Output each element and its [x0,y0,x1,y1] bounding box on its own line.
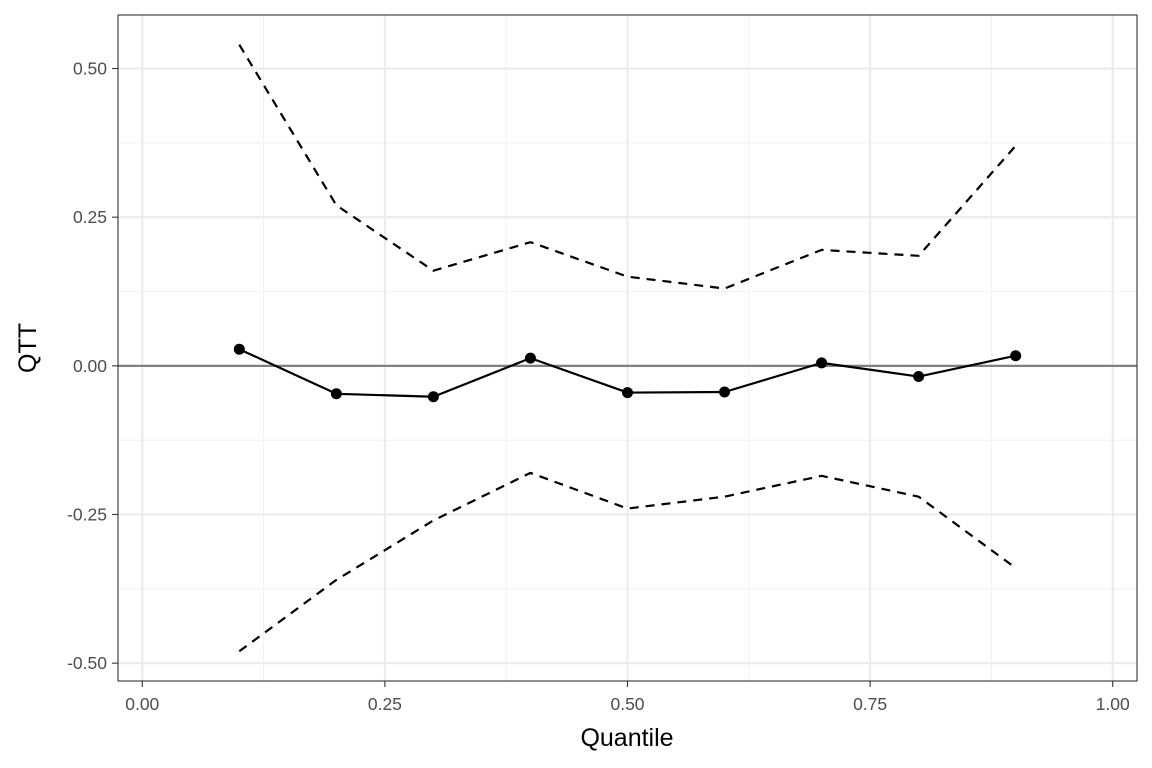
estimate-point [1010,350,1022,362]
estimate-point [913,371,925,383]
estimate-point [524,352,536,364]
x-axis: 0.00 0.25 0.50 0.75 1.00 [125,681,1130,714]
grid-major [118,15,1137,681]
estimate-point [427,391,439,403]
upper-bound-line [238,44,1017,290]
x-tick-label: 0.50 [610,694,644,714]
series-group [233,44,1022,653]
x-tick-label: 0.75 [853,694,887,714]
y-tick-label: -0.50 [67,653,107,673]
x-tick-label: 1.00 [1096,694,1130,714]
y-tick-label: 0.25 [73,207,107,227]
x-tick-label: 0.00 [125,694,159,714]
estimate-point [719,386,731,398]
x-axis-title: Quantile [580,724,673,752]
lower-bound-line [238,471,1017,653]
estimate-point [233,343,245,355]
x-tick-label: 0.25 [368,694,402,714]
y-tick-label: 0.00 [73,356,107,376]
y-axis: -0.50 -0.25 0.00 0.25 0.50 [67,59,118,673]
y-tick-label: -0.25 [67,505,107,525]
y-tick-label: 0.50 [73,59,107,79]
estimate-point [816,357,828,369]
estimate-point [330,388,342,400]
estimate-point [622,387,633,399]
y-axis-title: QTT [14,323,42,373]
